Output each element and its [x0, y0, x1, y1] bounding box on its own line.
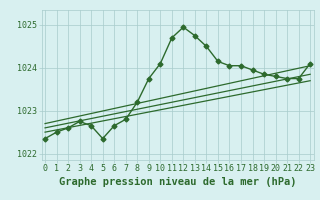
X-axis label: Graphe pression niveau de la mer (hPa): Graphe pression niveau de la mer (hPa): [59, 177, 296, 187]
